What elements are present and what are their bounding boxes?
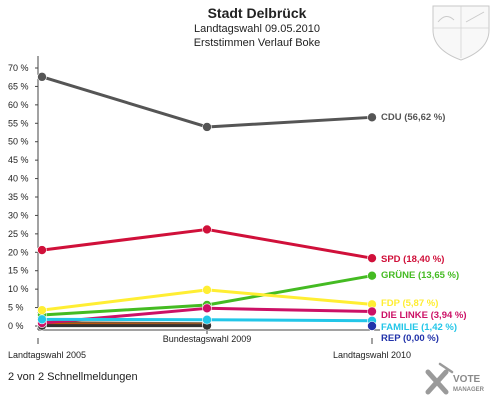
vote-manager-logo: VOTE MANAGER [425, 362, 485, 395]
y-tick-label: 15 % [8, 266, 29, 276]
x-category-labels: Landtagswahl 2005 Bundestagswahl 2009 Land… [8, 334, 411, 360]
y-tick-label: 60 % [8, 100, 29, 110]
series-end-label: SPD (18,40 %) [381, 254, 444, 265]
series-end-label: CDU (56,62 %) [381, 112, 445, 123]
x-category-label: Bundestagswahl 2009 [163, 334, 252, 344]
data-point [37, 245, 47, 255]
data-point [37, 314, 47, 325]
y-tick-label: 0 % [8, 321, 24, 331]
data-point [202, 314, 212, 325]
data-point [37, 305, 47, 315]
data-point [367, 270, 377, 281]
logo-word-manager: MANAGER [453, 387, 485, 393]
y-tick-label: 50 % [8, 137, 29, 147]
data-point [367, 253, 377, 263]
y-tick-label: 45 % [8, 155, 29, 165]
y-tick-label: 40 % [8, 174, 29, 184]
data-point [367, 112, 377, 123]
chart-title: Stadt Delbrück [208, 5, 307, 21]
footer-text: 2 von 2 Schnellmeldungen [8, 371, 138, 383]
logo-word-vote: VOTE [453, 374, 481, 385]
data-point [202, 224, 212, 235]
data-point [37, 72, 47, 82]
chart-subtitle-election: Landtagswahl 09.05.2010 [194, 23, 320, 35]
data-point [367, 321, 377, 331]
data-point [202, 285, 212, 295]
series-points [37, 72, 377, 331]
series-end-label: FDP (5,87 %) [381, 298, 438, 309]
x-category-label: Landtagswahl 2010 [333, 350, 411, 360]
y-tick-label: 30 % [8, 210, 29, 220]
y-tick-label: 25 % [8, 229, 29, 239]
y-tick-label: 35 % [8, 192, 29, 202]
y-tick-label: 55 % [8, 118, 29, 128]
y-tick-label: 5 % [8, 303, 24, 313]
series-end-labels: CDU (56,62 %) SPD (18,40 %) GRÜNE (13,65 %… [381, 112, 467, 344]
data-point [367, 306, 377, 317]
coat-of-arms-icon [432, 5, 490, 61]
data-point [202, 303, 212, 314]
y-tick-label: 10 % [8, 284, 29, 294]
chart-subtitle-district: Erststimmen Verlauf Boke [194, 37, 321, 49]
series-end-label: FAMILIE (1,42 %) [381, 322, 457, 333]
series-end-label: REP (0,00 %) [381, 333, 439, 344]
x-category-label: Landtagswahl 2005 [8, 350, 86, 360]
series-end-label: DIE LINKE (3,94 %) [381, 310, 467, 321]
y-tick-label: 65 % [8, 81, 29, 91]
y-tick-label: 20 % [8, 247, 29, 257]
data-point [202, 122, 212, 132]
y-tick-label: 70 % [8, 63, 29, 73]
y-tick-labels: 0 % 5 % 10 % 15 % 20 % 25 % 30 % 35 % 40 % 45 % 50… [8, 63, 38, 331]
series-end-label: GRÜNE (13,65 %) [381, 270, 459, 281]
series-line [41, 321, 208, 326]
series-line [41, 75, 373, 129]
